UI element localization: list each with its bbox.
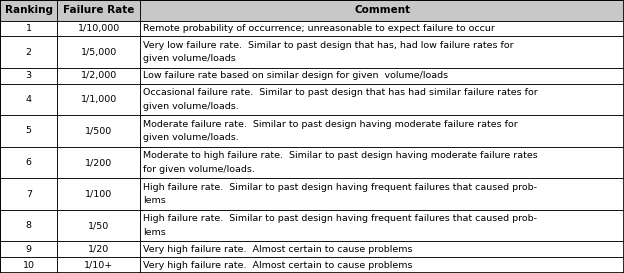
Text: Low failure rate based on similar design for given  volume/loads: Low failure rate based on similar design… bbox=[143, 71, 448, 80]
Bar bbox=[57, 20, 140, 36]
Text: 1: 1 bbox=[26, 24, 32, 33]
Bar bbox=[140, 241, 624, 257]
Text: 1/1,000: 1/1,000 bbox=[80, 95, 117, 104]
Text: given volume/loads.: given volume/loads. bbox=[143, 133, 238, 142]
Bar bbox=[57, 210, 140, 241]
Bar bbox=[140, 0, 624, 20]
Bar bbox=[0, 84, 57, 115]
Bar bbox=[57, 36, 140, 68]
Bar bbox=[0, 210, 57, 241]
Text: Very high failure rate.  Almost certain to cause problems: Very high failure rate. Almost certain t… bbox=[143, 261, 412, 270]
Text: for given volume/loads.: for given volume/loads. bbox=[143, 165, 255, 174]
Bar bbox=[57, 68, 140, 84]
Bar bbox=[0, 241, 57, 257]
Bar bbox=[57, 115, 140, 147]
Text: 2: 2 bbox=[26, 48, 32, 57]
Text: given volume/loads.: given volume/loads. bbox=[143, 102, 238, 111]
Text: 1/10+: 1/10+ bbox=[84, 261, 114, 270]
Text: Very low failure rate.  Similar to past design that has, had low failure rates f: Very low failure rate. Similar to past d… bbox=[143, 41, 514, 50]
Text: Moderate to high failure rate.  Similar to past design having moderate failure r: Moderate to high failure rate. Similar t… bbox=[143, 151, 538, 160]
Bar bbox=[57, 241, 140, 257]
Bar bbox=[140, 257, 624, 273]
Text: Comment: Comment bbox=[354, 5, 410, 15]
Text: 1/500: 1/500 bbox=[85, 126, 112, 135]
Bar bbox=[57, 178, 140, 210]
Text: 1/10,000: 1/10,000 bbox=[78, 24, 120, 33]
Bar bbox=[0, 68, 57, 84]
Bar bbox=[57, 147, 140, 178]
Bar bbox=[57, 84, 140, 115]
Text: 1/100: 1/100 bbox=[85, 189, 112, 198]
Bar bbox=[0, 20, 57, 36]
Text: 1/200: 1/200 bbox=[85, 158, 112, 167]
Bar bbox=[0, 147, 57, 178]
Bar bbox=[140, 210, 624, 241]
Bar bbox=[0, 36, 57, 68]
Bar bbox=[140, 147, 624, 178]
Text: High failure rate.  Similar to past design having frequent failures that caused : High failure rate. Similar to past desig… bbox=[143, 214, 537, 223]
Bar bbox=[140, 68, 624, 84]
Bar bbox=[140, 36, 624, 68]
Bar bbox=[0, 257, 57, 273]
Text: 4: 4 bbox=[26, 95, 32, 104]
Text: 1/20: 1/20 bbox=[88, 245, 110, 254]
Text: lems: lems bbox=[143, 197, 165, 206]
Text: 10: 10 bbox=[22, 261, 35, 270]
Text: 1/50: 1/50 bbox=[88, 221, 110, 230]
Text: 6: 6 bbox=[26, 158, 32, 167]
Bar bbox=[57, 0, 140, 20]
Bar bbox=[0, 178, 57, 210]
Text: 1/2,000: 1/2,000 bbox=[80, 71, 117, 80]
Text: 9: 9 bbox=[26, 245, 32, 254]
Text: 3: 3 bbox=[26, 71, 32, 80]
Text: Remote probability of occurrence; unreasonable to expect failure to occur: Remote probability of occurrence; unreas… bbox=[143, 24, 495, 33]
Bar bbox=[140, 178, 624, 210]
Bar bbox=[140, 84, 624, 115]
Text: 1/5,000: 1/5,000 bbox=[80, 48, 117, 57]
Text: 5: 5 bbox=[26, 126, 32, 135]
Text: 7: 7 bbox=[26, 189, 32, 198]
Text: High failure rate.  Similar to past design having frequent failures that caused : High failure rate. Similar to past desig… bbox=[143, 183, 537, 192]
Text: Moderate failure rate.  Similar to past design having moderate failure rates for: Moderate failure rate. Similar to past d… bbox=[143, 120, 518, 129]
Bar bbox=[140, 115, 624, 147]
Text: Ranking: Ranking bbox=[5, 5, 52, 15]
Bar bbox=[0, 0, 57, 20]
Text: Failure Rate: Failure Rate bbox=[63, 5, 135, 15]
Bar bbox=[57, 257, 140, 273]
Text: Occasional failure rate.  Similar to past design that has had similar failure ra: Occasional failure rate. Similar to past… bbox=[143, 88, 538, 97]
Text: 8: 8 bbox=[26, 221, 32, 230]
Bar bbox=[140, 20, 624, 36]
Text: Very high failure rate.  Almost certain to cause problems: Very high failure rate. Almost certain t… bbox=[143, 245, 412, 254]
Text: lems: lems bbox=[143, 228, 165, 237]
Bar bbox=[0, 115, 57, 147]
Text: given volume/loads: given volume/loads bbox=[143, 54, 236, 63]
